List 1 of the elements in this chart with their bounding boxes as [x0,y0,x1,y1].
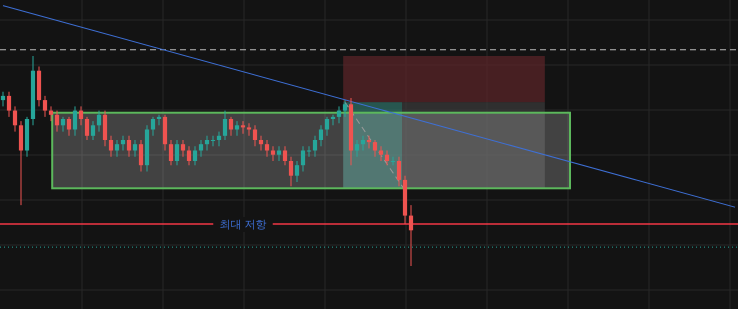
ref-line-label: 최대 저항 [219,218,267,231]
